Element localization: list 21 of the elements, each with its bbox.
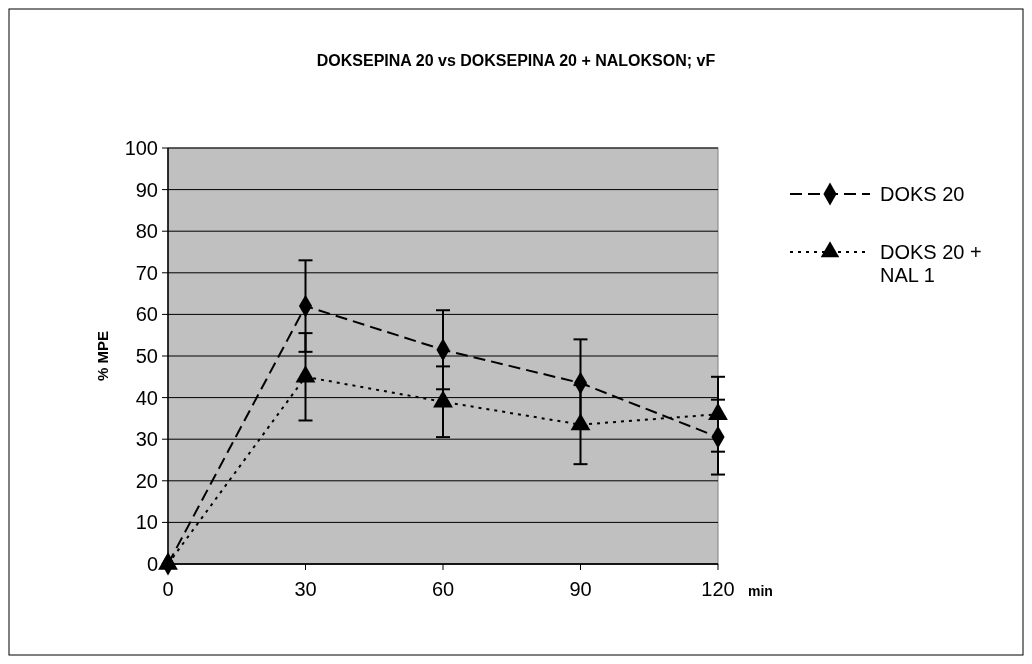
legend-label: DOKS 20 + NAL 1 [880, 241, 982, 286]
y-tick-label: 50 [135, 345, 158, 367]
y-tick-label: 40 [135, 386, 158, 409]
y-tick-label: 30 [135, 428, 158, 451]
y-tick-label: 80 [135, 220, 158, 243]
y-tick-label: 70 [135, 261, 158, 284]
y-tick-label: 0 [146, 553, 158, 575]
x-tick-label: 30 [294, 578, 317, 600]
y-tick-label: 100 [124, 137, 158, 159]
x-tick-label: 0 [162, 578, 174, 600]
y-tick-label: 10 [135, 511, 158, 534]
x-tick-label: 60 [431, 578, 455, 600]
x-tick-label: 90 [569, 578, 592, 600]
y-tick-label: 90 [135, 178, 158, 201]
y-tick-label: 60 [135, 303, 158, 326]
y-tick-label: 20 [135, 469, 158, 492]
legend-label: DOKS 20 [880, 183, 965, 205]
x-axis-title: min [748, 583, 773, 599]
x-tick-label: 120 [701, 578, 735, 600]
y-axis-title: % MPE [94, 330, 111, 382]
chart-title: DOKSEPINA 20 vs DOKSEPINA 20 + NALOKSON; vF [316, 52, 716, 69]
